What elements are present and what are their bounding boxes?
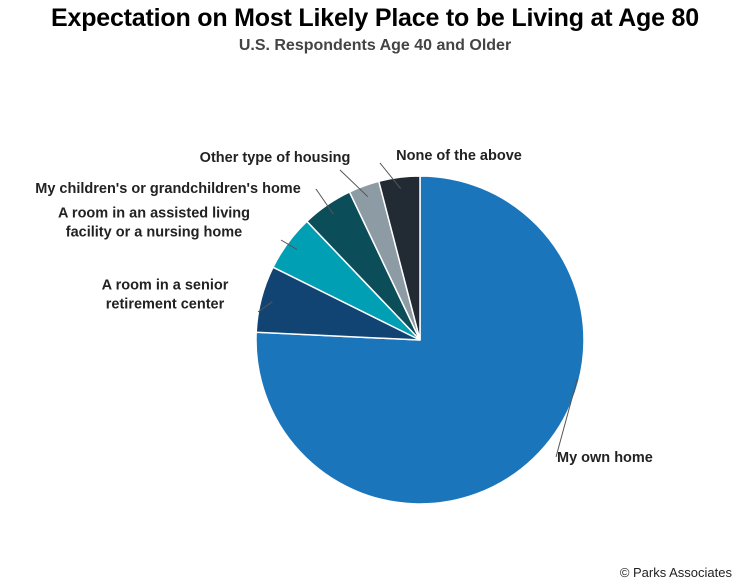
slice-label-0: My own home	[557, 450, 653, 466]
chart-subtitle: U.S. Respondents Age 40 and Older	[238, 37, 512, 54]
pie-slice-0	[255, 175, 585, 505]
slice-label-3: My children's or grandchildren's home	[35, 181, 301, 197]
leader-line-1	[257, 301, 273, 313]
leader-line-4	[339, 169, 369, 198]
leader-line-3	[315, 188, 334, 215]
leader-line-0	[555, 378, 578, 458]
slice-label-1: A room in a senior retirement center	[102, 278, 229, 313]
slice-label-5: None of the above	[396, 148, 522, 164]
leader-line-2	[280, 239, 298, 251]
slice-label-2: A room in an assisted living facility or …	[58, 206, 250, 241]
pie-slice-5	[377, 175, 421, 341]
leader-line-5	[379, 162, 402, 190]
chart-title: Expectation on Most Likely Place to be L…	[51, 4, 699, 32]
copyright-credit: © Parks Associates	[619, 565, 732, 580]
slice-label-4: Other type of housing	[200, 150, 351, 166]
